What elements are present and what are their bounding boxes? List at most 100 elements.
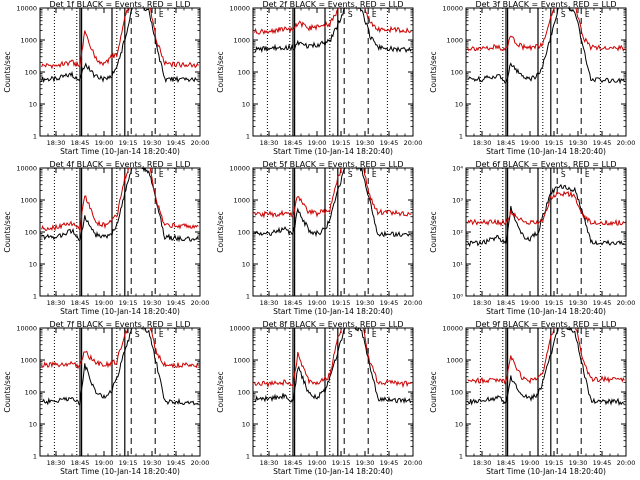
annotation-e: E [585,330,590,339]
y-tick-label: 1000 [233,197,250,205]
y-tick-label: 100 [451,69,463,77]
series-events-line [41,168,199,243]
annotation-s: S [561,10,566,19]
x-tick-label: 19:45 [167,139,186,147]
y-tick-label: 10 [29,261,37,269]
plot-frame [465,327,627,457]
x-axis-label: Start Time (10-Jan-14 18:20:40) [273,307,393,316]
annotation-e: E [159,170,164,179]
y-axis-label: Counts/sec [3,211,12,252]
y-axis-label: Counts/sec [429,51,438,92]
x-tick-label: 18:45 [71,459,90,467]
x-tick-label: 20:00 [404,299,423,307]
x-tick-label: 18:30 [260,459,279,467]
y-tick-label: 100 [451,389,463,397]
series-events-line [41,8,199,84]
detector-panel-8: Det 8f BLACK = Events, RED = LLD Counts/s… [216,320,423,476]
series-lld-line [467,328,625,385]
x-tick-label: 19:45 [380,299,399,307]
plot-title: Det 5f BLACK = Events, RED = LLD [262,160,403,169]
x-tick-label: 20:00 [191,299,210,307]
y-tick-label: 1 [33,133,37,141]
y-axis-label: Counts/sec [429,371,438,412]
y-tick-label: 100 [238,229,250,237]
x-tick-label: 18:30 [47,139,66,147]
x-tick-label: 19:30 [143,299,162,307]
x-tick-label: 18:45 [497,139,516,147]
x-axis-label: Start Time (10-Jan-14 18:20:40) [486,467,606,476]
y-tick-label: 10 [242,261,250,269]
x-tick-label: 19:45 [593,299,612,307]
x-tick-label: 18:30 [260,139,279,147]
x-tick-label: 19:00 [95,299,114,307]
x-tick-label: 18:30 [473,139,492,147]
x-tick-label: 19:30 [356,139,375,147]
annotation-e: E [585,170,590,179]
plot-title: Det 7f BLACK = Events, RED = LLD [49,320,190,329]
annotation-e: E [159,330,164,339]
detector-panel-3: Det 3f BLACK = Events, RED = LLD Counts/s… [429,0,635,156]
x-tick-label: 20:00 [191,459,210,467]
x-axis-label: Start Time (10-Jan-14 18:20:40) [60,307,180,316]
detector-panel-1: Det 1f BLACK = Events, RED = LLD Counts/s… [3,0,209,156]
x-tick-label: 18:45 [71,299,90,307]
series-lld-line [467,8,625,52]
y-tick-label: 10 [29,101,37,109]
x-tick-label: 18:45 [497,299,516,307]
y-tick-label: 10³ [452,197,463,205]
annotation-s: S [561,170,566,179]
x-tick-label: 18:30 [47,299,66,307]
series-lld-line [254,328,412,389]
x-tick-label: 19:15 [332,139,351,147]
y-tick-label: 10000 [229,165,250,173]
x-axis-label: Start Time (10-Jan-14 18:20:40) [486,307,606,316]
x-tick-label: 19:15 [119,459,138,467]
annotation-s: S [348,10,353,19]
y-tick-label: 100 [238,69,250,77]
plot-frame [465,167,627,297]
annotation-s: S [135,330,140,339]
x-tick-label: 18:45 [497,459,516,467]
x-axis-label: Start Time (10-Jan-14 18:20:40) [60,467,180,476]
y-tick-label: 100 [238,389,250,397]
series-lld-line [467,190,625,227]
x-tick-label: 19:30 [569,139,588,147]
annotation-e: E [372,330,377,339]
x-tick-label: 19:45 [167,459,186,467]
plot-title: Det 8f BLACK = Events, RED = LLD [262,320,403,329]
y-tick-label: 1000 [20,37,37,45]
detector-panel-2: Det 2f BLACK = Events, RED = LLD Counts/s… [216,0,422,156]
y-tick-label: 1 [246,293,250,301]
x-tick-label: 19:30 [356,459,375,467]
x-tick-label: 19:00 [95,459,114,467]
y-tick-label: 10 [29,421,37,429]
annotation-s: S [348,330,353,339]
x-tick-label: 20:00 [404,459,423,467]
x-tick-label: 19:00 [521,139,540,147]
series-lld-line [41,328,199,370]
plot-frame [39,327,201,457]
detector-panel-7: Det 7f BLACK = Events, RED = LLD Counts/s… [3,320,210,476]
plot-title: Det 9f BLACK = Events, RED = LLD [475,320,616,329]
plot-frame [465,7,627,137]
y-tick-label: 10¹ [452,261,463,269]
series-events-line [41,328,199,407]
y-tick-label: 1000 [20,357,37,365]
y-tick-label: 10 [242,101,250,109]
plot-frame [252,7,414,137]
y-tick-label: 1000 [446,37,463,45]
x-tick-label: 19:00 [308,139,327,147]
series-events-line [467,328,625,407]
x-tick-label: 19:30 [356,299,375,307]
x-tick-label: 19:00 [308,299,327,307]
x-tick-label: 19:00 [308,459,327,467]
plot-title: Det 4f BLACK = Events, RED = LLD [49,160,190,169]
x-tick-label: 19:45 [380,139,399,147]
annotation-s: S [135,10,140,19]
x-axis-label: Start Time (10-Jan-14 18:20:40) [60,147,180,156]
annotation-e: E [159,10,164,19]
y-axis-label: Counts/sec [216,211,225,252]
x-tick-label: 20:00 [617,459,636,467]
x-tick-label: 18:30 [260,299,279,307]
